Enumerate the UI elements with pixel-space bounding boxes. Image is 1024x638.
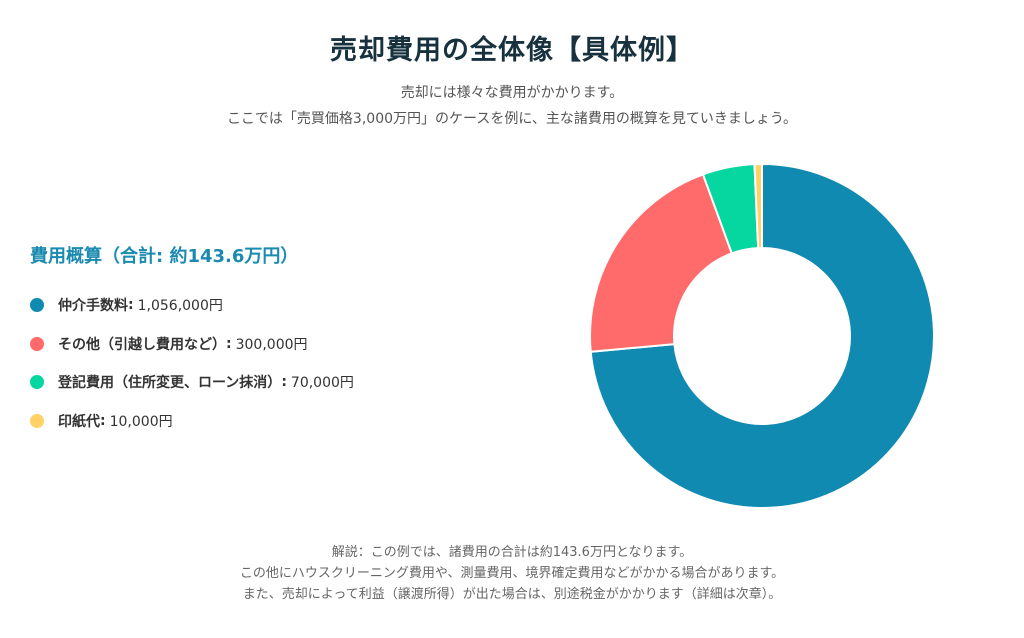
- legend-label: 登記費用（住所変更、ローン抹消）: [58, 375, 282, 392]
- legend-dot-icon: [30, 413, 44, 428]
- legend-dot-icon: [30, 336, 44, 351]
- donut-chart: [589, 162, 935, 509]
- donut-slice-stamp-duty: [753, 162, 763, 250]
- chart-legend: 仲介手数料 : 1,056,000円 その他（引越し費用など） : 300,00…: [30, 286, 354, 440]
- legend-value: 70,000円: [290, 375, 354, 392]
- legend-separator: :: [281, 374, 287, 391]
- legend-value: 1,056,000円: [137, 298, 223, 315]
- legend-label: 印紙代: [58, 413, 100, 430]
- legend-separator: :: [226, 335, 232, 352]
- legend-item-stamp-duty: 印紙代 : 10,000円: [30, 402, 354, 441]
- cost-summary-heading: 費用概算（合計: 約143.6万円）: [30, 246, 299, 267]
- subtitle-line-1: 売却には様々な費用がかかります。: [400, 85, 624, 101]
- legend-separator: :: [100, 412, 106, 429]
- page-subtitle: 売却には様々な費用がかかります。 ここでは「売買価格3,000万円」のケースを例…: [0, 80, 1024, 132]
- legend-item-brokerage-fee: 仲介手数料 : 1,056,000円: [30, 286, 354, 325]
- donut-slice-brokerage-fee: [589, 162, 935, 509]
- note-line-3: また、売却によって利益（譲渡所得）が出た場合は、別途税金がかかります（詳細は次章…: [242, 587, 782, 602]
- legend-value: 300,000円: [235, 336, 308, 353]
- legend-value: 10,000円: [109, 413, 173, 430]
- legend-label: 仲介手数料: [58, 298, 128, 315]
- page-title: 売却費用の全体像【具体例】: [330, 35, 694, 66]
- note-line-2: この他にハウスクリーニング費用や、測量費用、境界確定費用などがかかる場合がありま…: [239, 566, 785, 581]
- legend-item-registration-fee: 登記費用（住所変更、ローン抹消） : 70,000円: [30, 363, 354, 402]
- subtitle-line-2: ここでは「売買価格3,000万円」のケースを例に、主な諸費用の概算を見ていきまし…: [226, 111, 798, 127]
- legend-dot-icon: [30, 298, 44, 313]
- legend-item-other: その他（引越し費用など） : 300,000円: [30, 325, 354, 364]
- legend-label: その他（引越し費用など）: [58, 336, 226, 353]
- explanation-note: 解説：この例では、諸費用の合計は約143.6万円となります。 この他にハウスクリ…: [0, 542, 1024, 605]
- donut-slice-other: [589, 173, 734, 353]
- note-line-1: 解説：この例では、諸費用の合計は約143.6万円となります。: [331, 545, 693, 560]
- legend-separator: :: [128, 297, 134, 314]
- legend-dot-icon: [30, 375, 44, 390]
